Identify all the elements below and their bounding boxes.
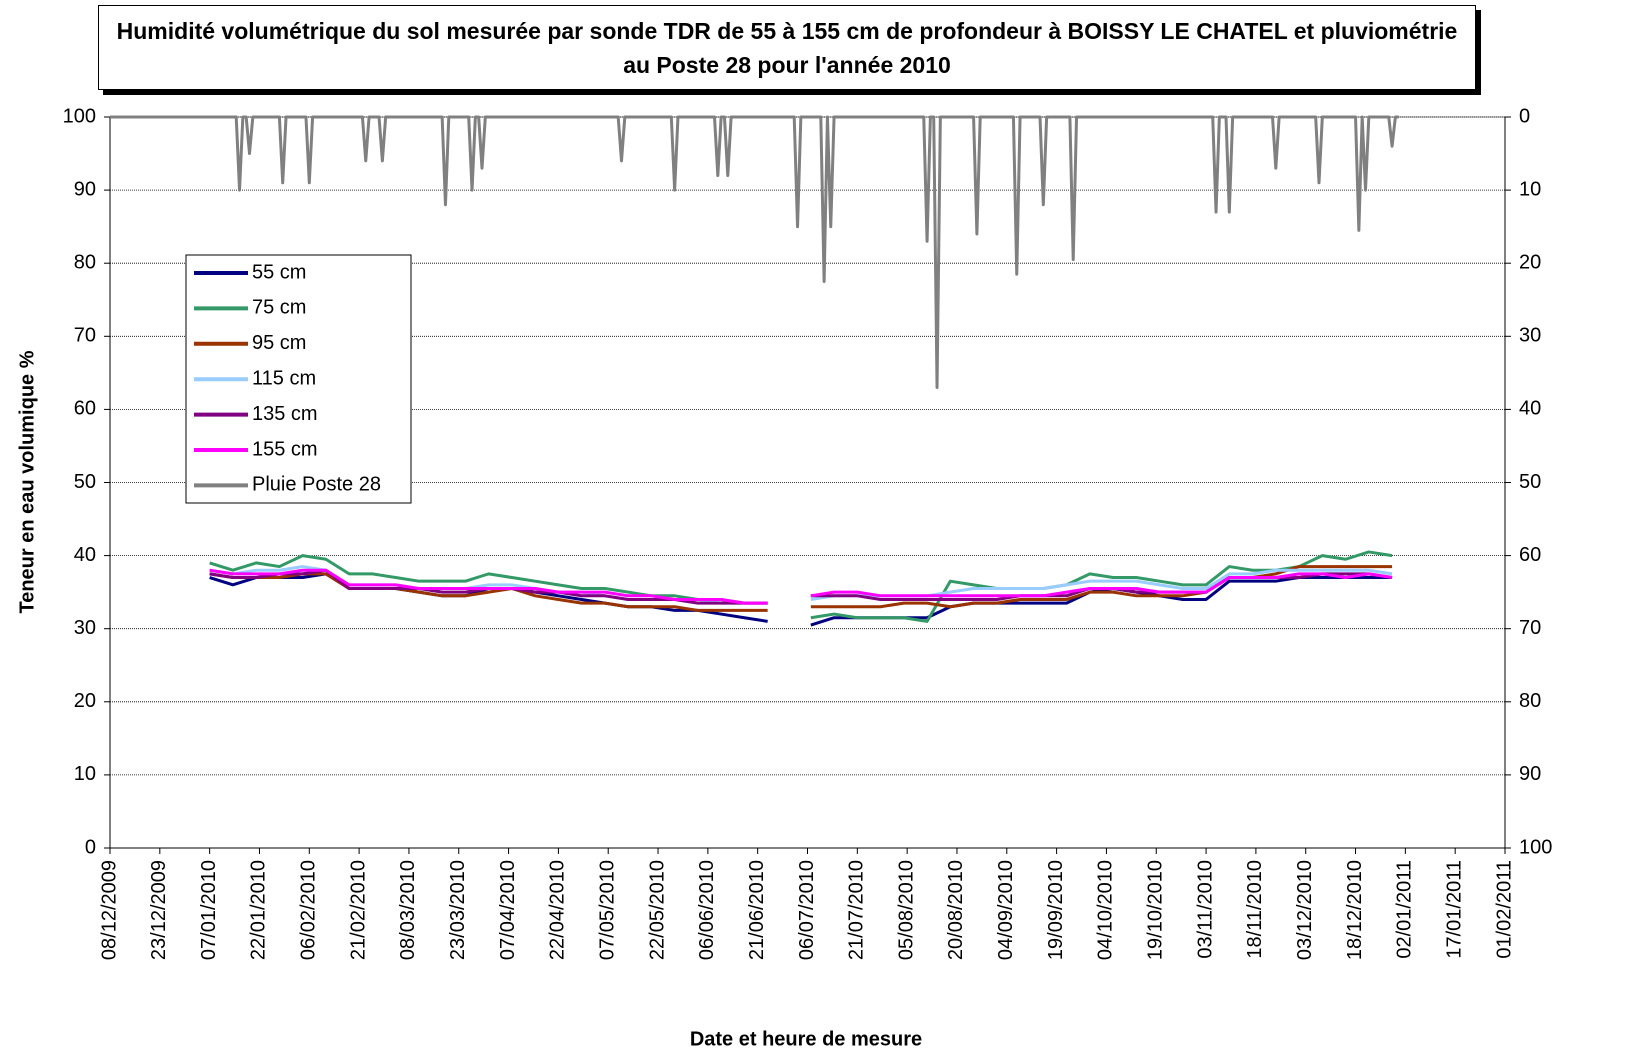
y2-tick-label: 0 <box>1519 105 1530 127</box>
x-tick-label: 02/01/2011 <box>1394 860 1416 959</box>
y-tick-label: 10 <box>74 763 96 785</box>
legend-label: 55 cm <box>252 261 306 283</box>
x-tick-label: 22/04/2010 <box>547 860 569 960</box>
legend-label: 155 cm <box>252 438 318 460</box>
y2-tick-label: 100 <box>1519 836 1552 858</box>
y-tick-label: 20 <box>74 690 96 712</box>
y2-tick-label: 80 <box>1519 690 1541 712</box>
x-tick-label: 08/03/2010 <box>397 860 419 960</box>
legend-label: 95 cm <box>252 332 306 354</box>
x-tick-label: 22/05/2010 <box>646 860 668 960</box>
legend-label: 75 cm <box>252 297 306 319</box>
legend-label: 135 cm <box>252 403 318 425</box>
y-tick-label: 80 <box>74 251 96 273</box>
series-line <box>209 568 1393 605</box>
x-tick-label: 04/09/2010 <box>995 860 1017 960</box>
x-tick-label: 20/08/2010 <box>945 860 967 960</box>
x-tick-label: 06/07/2010 <box>796 860 818 960</box>
y-tick-label: 100 <box>63 105 96 127</box>
x-tick-label: 05/08/2010 <box>895 860 917 960</box>
y2-tick-label: 50 <box>1519 471 1541 493</box>
x-tick-label: 17/01/2011 <box>1443 860 1465 959</box>
x-tick-label: 08/12/2009 <box>98 860 120 960</box>
x-tick-label: 07/05/2010 <box>596 860 618 960</box>
x-tick-label: 23/12/2009 <box>148 860 170 960</box>
chart-title: Humidité volumétrique du sol mesurée par… <box>98 5 1476 90</box>
x-tick-label: 18/12/2010 <box>1344 860 1366 960</box>
y2-tick-label: 10 <box>1519 178 1541 200</box>
x-tick-label: 04/10/2010 <box>1095 860 1117 960</box>
x-tick-label: 06/06/2010 <box>696 860 718 960</box>
y-tick-label: 70 <box>74 325 96 347</box>
y-tick-label: 0 <box>85 836 96 858</box>
legend-label: 115 cm <box>252 367 316 389</box>
x-tick-label: 03/11/2010 <box>1194 860 1216 959</box>
x-tick-label: 01/02/2011 <box>1493 860 1515 959</box>
y-axis-label: Teneur en eau volumique % <box>16 350 38 613</box>
x-tick-label: 19/09/2010 <box>1045 860 1067 960</box>
x-tick-label: 19/10/2010 <box>1145 860 1167 960</box>
y2-tick-label: 20 <box>1519 251 1541 273</box>
y-tick-label: 40 <box>74 544 96 566</box>
y2-tick-label: 60 <box>1519 544 1541 566</box>
x-tick-label: 21/02/2010 <box>347 860 369 960</box>
legend-label: Pluie Poste 28 <box>252 474 381 496</box>
x-tick-label: 06/02/2010 <box>298 860 320 960</box>
y-tick-label: 30 <box>74 617 96 639</box>
y2-tick-label: 40 <box>1519 398 1541 420</box>
series-line <box>110 115 1399 389</box>
x-tick-label: 07/04/2010 <box>497 860 519 960</box>
y-tick-label: 50 <box>74 471 96 493</box>
y2-tick-label: 30 <box>1519 325 1541 347</box>
x-tick-label: 21/07/2010 <box>846 860 868 960</box>
x-tick-label: 23/03/2010 <box>447 860 469 960</box>
y2-tick-label: 70 <box>1519 617 1541 639</box>
x-tick-label: 03/12/2010 <box>1294 860 1316 960</box>
x-tick-label: 18/11/2010 <box>1244 860 1266 959</box>
y-tick-label: 90 <box>74 178 96 200</box>
legend: 55 cm 75 cm 95 cm 115 cm 135 cm 155 cm Pluie P… <box>185 254 412 504</box>
y2-tick-label: 90 <box>1519 763 1541 785</box>
x-axis-label: Date et heure de mesure <box>690 1028 922 1050</box>
x-tick-label: 07/01/2010 <box>198 860 220 960</box>
x-tick-label: 22/01/2010 <box>248 860 270 960</box>
x-tick-label: 21/06/2010 <box>746 860 768 960</box>
y-tick-label: 60 <box>74 398 96 420</box>
